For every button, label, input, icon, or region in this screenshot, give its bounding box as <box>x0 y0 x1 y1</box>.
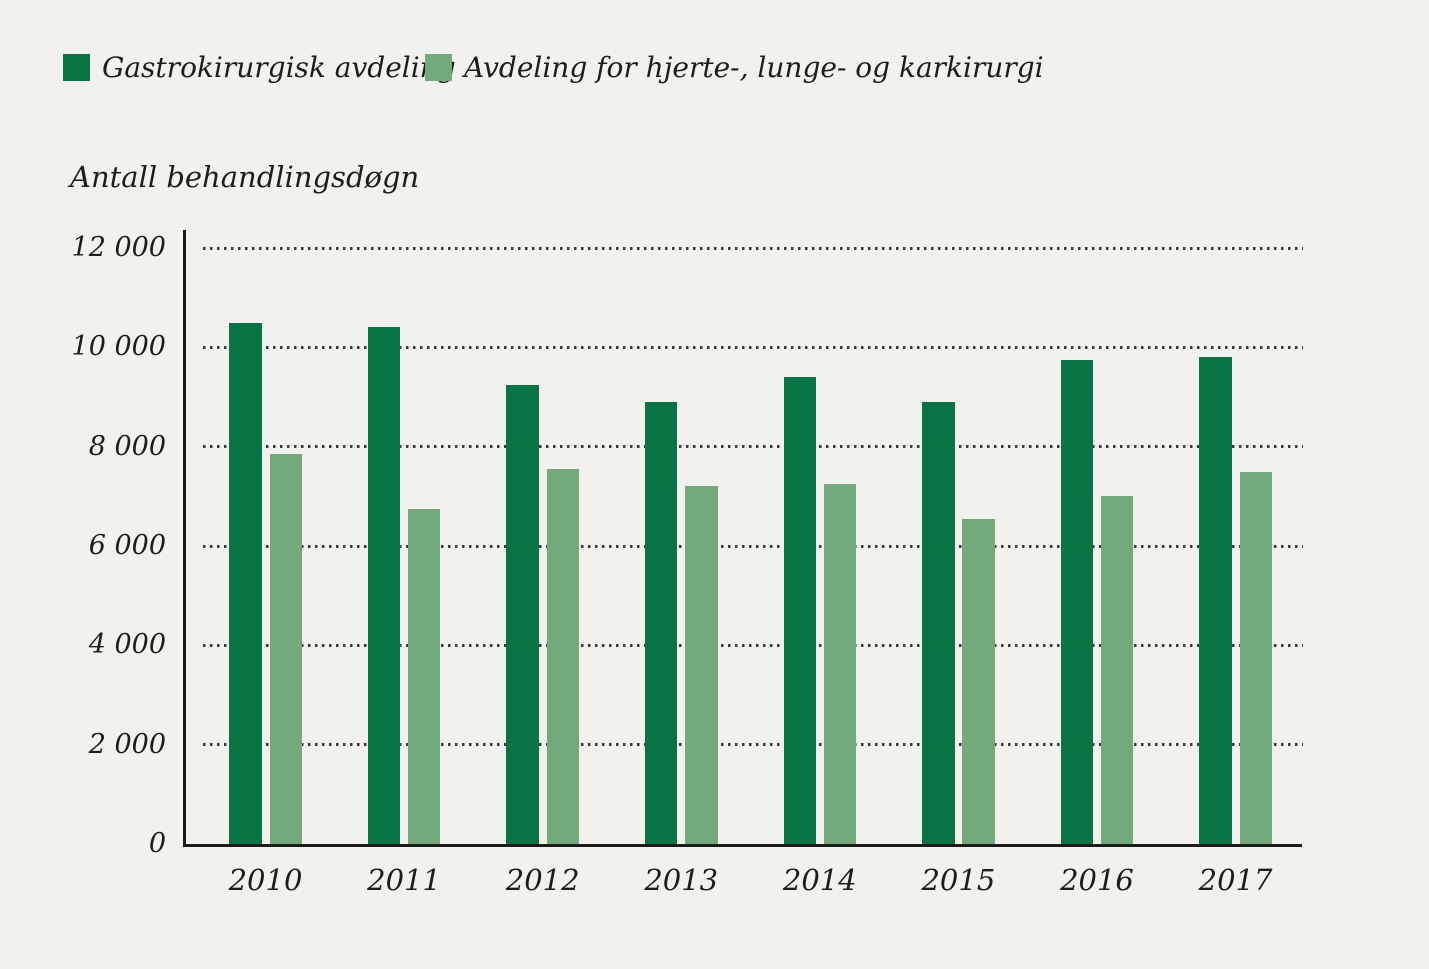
bar-gastrokirurgisk <box>645 401 678 844</box>
x-tick-label: 2016 <box>1060 863 1134 897</box>
x-tick-label: 2012 <box>505 863 580 897</box>
x-tick-label: 2010 <box>228 863 303 897</box>
bar-gastrokirurgisk <box>229 322 262 844</box>
gridline-12000 <box>203 246 1303 250</box>
y-tick-label: 4 000 <box>88 629 166 661</box>
legend-item-gastrokirurgisk: Gastrokirurgisk avdeling <box>63 52 456 83</box>
bar-gastrokirurgisk <box>922 401 955 844</box>
bar-hjerte-lunge-kar <box>408 508 441 844</box>
bar-hjerte-lunge-kar <box>269 454 302 844</box>
gridline-4000 <box>203 643 1303 647</box>
bar-gastrokirurgisk <box>506 384 539 844</box>
y-tick-label: 10 000 <box>71 331 166 363</box>
x-tick-label: 2014 <box>782 863 857 897</box>
legend-swatch-light-green <box>425 54 452 81</box>
x-tick-label: 2011 <box>367 863 441 897</box>
bar-gastrokirurgisk <box>1060 359 1094 844</box>
bar-gastrokirurgisk <box>367 327 401 844</box>
bar-hjerte-lunge-kar <box>1100 496 1134 844</box>
gridline-10000 <box>203 345 1303 349</box>
bar-gastrokirurgisk <box>783 377 816 844</box>
legend-item-hjerte-lunge-kar: Avdeling for hjerte-, lunge- og karkirur… <box>425 52 1044 83</box>
x-tick-label: 2015 <box>921 863 996 897</box>
y-axis-tick-labels: 0 2 000 4 000 6 000 8 000 10 000 12 000 <box>0 230 166 859</box>
bar-hjerte-lunge-kar <box>1239 471 1272 844</box>
gridline-6000 <box>203 544 1303 548</box>
plot-area <box>183 230 1303 847</box>
legend-label-hjerte-lunge-kar: Avdeling for hjerte-, lunge- og karkirur… <box>464 51 1044 84</box>
y-tick-label: 2 000 <box>88 728 166 760</box>
bar-hjerte-lunge-kar <box>962 518 995 844</box>
x-tick-label: 2013 <box>644 863 719 897</box>
y-tick-label: 8 000 <box>88 430 166 462</box>
y-tick-label: 6 000 <box>88 530 166 561</box>
bar-gastrokirurgisk <box>1199 357 1232 844</box>
gridline-2000 <box>203 743 1303 747</box>
y-axis-title: Antall behandlingsdøgn <box>70 160 420 194</box>
legend-label-gastrokirurgisk: Gastrokirurgisk avdeling <box>102 51 456 84</box>
y-tick-label: 0 <box>148 828 166 859</box>
gridline-8000 <box>203 445 1303 449</box>
y-tick-label: 12 000 <box>71 232 166 263</box>
bar-hjerte-lunge-kar <box>546 469 580 844</box>
x-tick-label: 2017 <box>1198 863 1273 897</box>
x-axis-tick-labels: 2010 2011 2012 2013 2014 2015 2016 2017 <box>186 862 1302 902</box>
bar-hjerte-lunge-kar <box>685 486 718 844</box>
bar-hjerte-lunge-kar <box>823 483 857 844</box>
legend-swatch-dark-green <box>63 54 90 81</box>
